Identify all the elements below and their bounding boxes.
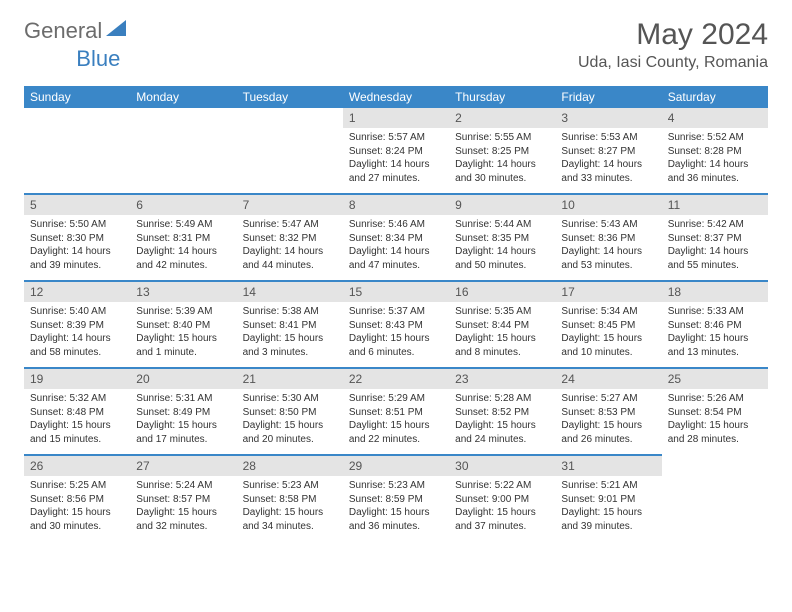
day-info-cell: Sunrise: 5:29 AMSunset: 8:51 PMDaylight:… (343, 389, 449, 454)
day-number-cell: 20 (130, 367, 236, 389)
day-info-row: Sunrise: 5:32 AMSunset: 8:48 PMDaylight:… (24, 389, 768, 454)
calendar-page: General May 2024 Uda, Iasi County, Roman… (0, 0, 792, 541)
day-info-cell (24, 128, 130, 193)
day-number-row: 567891011 (24, 193, 768, 215)
day-number-cell: 10 (555, 193, 661, 215)
day-info-cell: Sunrise: 5:40 AMSunset: 8:39 PMDaylight:… (24, 302, 130, 367)
dow-cell: Tuesday (237, 86, 343, 108)
dow-cell: Friday (555, 86, 661, 108)
dow-cell: Sunday (24, 86, 130, 108)
day-number-cell: 16 (449, 280, 555, 302)
day-number-cell: 5 (24, 193, 130, 215)
day-info-cell: Sunrise: 5:28 AMSunset: 8:52 PMDaylight:… (449, 389, 555, 454)
day-number-cell (662, 454, 768, 476)
day-info-cell: Sunrise: 5:49 AMSunset: 8:31 PMDaylight:… (130, 215, 236, 280)
day-number-cell: 29 (343, 454, 449, 476)
day-number-cell: 11 (662, 193, 768, 215)
day-number-cell: 7 (237, 193, 343, 215)
logo-triangle-icon (106, 20, 126, 43)
day-number-cell: 18 (662, 280, 768, 302)
day-number-cell: 17 (555, 280, 661, 302)
day-info-cell: Sunrise: 5:50 AMSunset: 8:30 PMDaylight:… (24, 215, 130, 280)
day-info-cell: Sunrise: 5:26 AMSunset: 8:54 PMDaylight:… (662, 389, 768, 454)
day-info-cell: Sunrise: 5:21 AMSunset: 9:01 PMDaylight:… (555, 476, 661, 541)
day-info-cell: Sunrise: 5:53 AMSunset: 8:27 PMDaylight:… (555, 128, 661, 193)
day-info-cell: Sunrise: 5:22 AMSunset: 9:00 PMDaylight:… (449, 476, 555, 541)
day-info-cell (237, 128, 343, 193)
day-info-cell: Sunrise: 5:46 AMSunset: 8:34 PMDaylight:… (343, 215, 449, 280)
day-info-cell (662, 476, 768, 541)
month-title: May 2024 (578, 18, 768, 52)
day-info-row: Sunrise: 5:40 AMSunset: 8:39 PMDaylight:… (24, 302, 768, 367)
day-info-cell: Sunrise: 5:23 AMSunset: 8:59 PMDaylight:… (343, 476, 449, 541)
day-number-cell: 13 (130, 280, 236, 302)
day-number-cell: 23 (449, 367, 555, 389)
day-number-cell (130, 108, 236, 128)
day-info-cell: Sunrise: 5:35 AMSunset: 8:44 PMDaylight:… (449, 302, 555, 367)
day-number-row: 19202122232425 (24, 367, 768, 389)
logo: General (24, 18, 128, 44)
day-info-cell: Sunrise: 5:27 AMSunset: 8:53 PMDaylight:… (555, 389, 661, 454)
day-info-cell: Sunrise: 5:55 AMSunset: 8:25 PMDaylight:… (449, 128, 555, 193)
day-info-row: Sunrise: 5:25 AMSunset: 8:56 PMDaylight:… (24, 476, 768, 541)
day-number-cell: 27 (130, 454, 236, 476)
day-number-cell: 24 (555, 367, 661, 389)
day-info-cell: Sunrise: 5:47 AMSunset: 8:32 PMDaylight:… (237, 215, 343, 280)
logo-text-gray: General (24, 18, 102, 44)
day-of-week-header: SundayMondayTuesdayWednesdayThursdayFrid… (24, 86, 768, 108)
calendar-grid: SundayMondayTuesdayWednesdayThursdayFrid… (24, 86, 768, 541)
day-number-cell: 6 (130, 193, 236, 215)
day-info-cell: Sunrise: 5:43 AMSunset: 8:36 PMDaylight:… (555, 215, 661, 280)
day-number-cell: 9 (449, 193, 555, 215)
day-info-cell (130, 128, 236, 193)
day-number-row: 12131415161718 (24, 280, 768, 302)
day-info-cell: Sunrise: 5:57 AMSunset: 8:24 PMDaylight:… (343, 128, 449, 193)
day-number-cell (24, 108, 130, 128)
day-info-cell: Sunrise: 5:33 AMSunset: 8:46 PMDaylight:… (662, 302, 768, 367)
day-number-cell: 15 (343, 280, 449, 302)
day-info-cell: Sunrise: 5:37 AMSunset: 8:43 PMDaylight:… (343, 302, 449, 367)
day-info-cell: Sunrise: 5:30 AMSunset: 8:50 PMDaylight:… (237, 389, 343, 454)
day-info-cell: Sunrise: 5:23 AMSunset: 8:58 PMDaylight:… (237, 476, 343, 541)
day-number-cell: 19 (24, 367, 130, 389)
title-block: May 2024 Uda, Iasi County, Romania (578, 18, 768, 72)
day-number-cell: 4 (662, 108, 768, 128)
day-number-cell: 25 (662, 367, 768, 389)
day-number-cell (237, 108, 343, 128)
day-info-cell: Sunrise: 5:34 AMSunset: 8:45 PMDaylight:… (555, 302, 661, 367)
dow-cell: Wednesday (343, 86, 449, 108)
day-number-cell: 3 (555, 108, 661, 128)
day-info-cell: Sunrise: 5:25 AMSunset: 8:56 PMDaylight:… (24, 476, 130, 541)
day-info-cell: Sunrise: 5:42 AMSunset: 8:37 PMDaylight:… (662, 215, 768, 280)
day-number-row: 262728293031 (24, 454, 768, 476)
day-number-cell: 22 (343, 367, 449, 389)
day-number-cell: 8 (343, 193, 449, 215)
day-info-row: Sunrise: 5:50 AMSunset: 8:30 PMDaylight:… (24, 215, 768, 280)
day-info-cell: Sunrise: 5:52 AMSunset: 8:28 PMDaylight:… (662, 128, 768, 193)
day-info-cell: Sunrise: 5:31 AMSunset: 8:49 PMDaylight:… (130, 389, 236, 454)
day-number-cell: 12 (24, 280, 130, 302)
day-number-cell: 30 (449, 454, 555, 476)
day-info-cell: Sunrise: 5:39 AMSunset: 8:40 PMDaylight:… (130, 302, 236, 367)
day-number-cell: 14 (237, 280, 343, 302)
day-number-cell: 2 (449, 108, 555, 128)
location: Uda, Iasi County, Romania (578, 54, 768, 72)
day-number-cell: 26 (24, 454, 130, 476)
day-info-cell: Sunrise: 5:38 AMSunset: 8:41 PMDaylight:… (237, 302, 343, 367)
dow-cell: Saturday (662, 86, 768, 108)
day-number-cell: 28 (237, 454, 343, 476)
day-number-row: 1234 (24, 108, 768, 128)
day-number-cell: 1 (343, 108, 449, 128)
dow-cell: Monday (130, 86, 236, 108)
day-info-cell: Sunrise: 5:44 AMSunset: 8:35 PMDaylight:… (449, 215, 555, 280)
day-info-row: Sunrise: 5:57 AMSunset: 8:24 PMDaylight:… (24, 128, 768, 193)
day-number-cell: 21 (237, 367, 343, 389)
day-info-cell: Sunrise: 5:32 AMSunset: 8:48 PMDaylight:… (24, 389, 130, 454)
logo-text-blue: Blue (76, 46, 120, 72)
dow-cell: Thursday (449, 86, 555, 108)
day-info-cell: Sunrise: 5:24 AMSunset: 8:57 PMDaylight:… (130, 476, 236, 541)
day-number-cell: 31 (555, 454, 661, 476)
